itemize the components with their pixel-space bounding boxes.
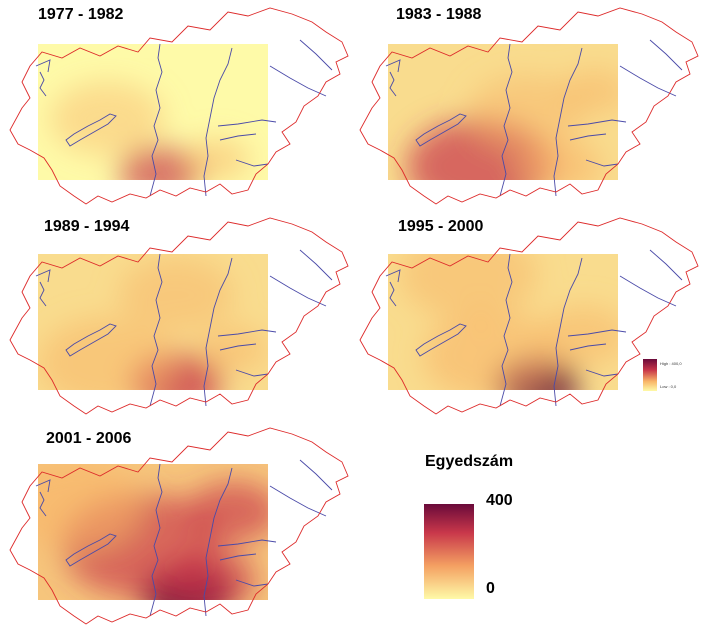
river-line: [219, 133, 257, 141]
density-hotspot: [468, 74, 584, 150]
river-line: [235, 369, 269, 377]
country-border: [9, 7, 349, 205]
density-hotspot: [38, 464, 142, 550]
map-canvas: [9, 7, 349, 205]
density-hotspot: [164, 549, 257, 600]
panel-title: 1983 - 1988: [396, 6, 482, 23]
density-hotspot: [49, 81, 165, 157]
river-line: [619, 275, 677, 307]
map-panel-1995-2000: 1995 - 2000: [350, 210, 706, 422]
river-line: [299, 39, 333, 71]
river-line: [149, 253, 163, 407]
density-raster: [38, 464, 268, 600]
river-line: [567, 119, 627, 127]
river-line: [235, 159, 269, 167]
map-canvas: [9, 217, 349, 415]
river-line: [269, 485, 327, 517]
lake-balaton-outline: [415, 323, 467, 357]
legend-min-label: 0: [486, 580, 495, 597]
river-line: [299, 459, 333, 491]
lake-balaton-outline: [65, 323, 117, 357]
legend-max-label: 400: [486, 492, 513, 509]
panel-title: 1989 - 1994: [44, 218, 130, 235]
density-hotspot: [118, 257, 234, 333]
river-line: [649, 249, 683, 281]
river-line: [235, 579, 269, 587]
map-panel-2001-2006: 2001 - 2006: [0, 420, 356, 632]
mini-legend-ramp: [643, 359, 657, 391]
river-line: [499, 253, 513, 407]
river-line: [499, 43, 513, 197]
river-line: [203, 47, 233, 197]
river-line: [39, 491, 47, 517]
map-panel-1989-1994: 1989 - 1994: [0, 210, 356, 422]
lake-balaton-outline: [65, 113, 117, 147]
density-hotspot: [399, 254, 538, 320]
river-line: [35, 59, 51, 73]
country-border: [359, 217, 699, 415]
map-canvas: [359, 217, 699, 415]
river-line: [269, 275, 327, 307]
panel-title: 1977 - 1982: [38, 6, 124, 23]
river-line: [35, 479, 51, 493]
density-hotspot: [519, 139, 602, 180]
river-line: [269, 65, 327, 97]
mini-legend-low: Low : 0,0: [660, 384, 677, 389]
river-line: [39, 281, 47, 307]
density-hotspot: [118, 146, 202, 180]
legend-title: Egyedszám: [425, 453, 514, 470]
map-canvas: [359, 7, 699, 205]
river-line: [39, 71, 47, 97]
river-line: [203, 467, 233, 617]
river-line: [553, 47, 583, 197]
river-line: [553, 257, 583, 407]
river-line: [585, 159, 619, 167]
river-line: [567, 329, 627, 337]
legend-color-ramp: [424, 504, 474, 599]
river-line: [585, 369, 619, 377]
river-line: [569, 343, 607, 351]
river-line: [649, 39, 683, 71]
density-hotspot: [187, 481, 268, 542]
country-border: [359, 7, 699, 205]
river-line: [619, 65, 677, 97]
river-line: [217, 329, 277, 337]
river-line: [569, 133, 607, 141]
mini-legend-high: High : 400,0: [660, 361, 682, 366]
river-line: [149, 43, 163, 197]
density-hotspot: [38, 317, 176, 390]
river-line: [217, 119, 277, 127]
river-line: [299, 249, 333, 281]
river-line: [389, 71, 397, 97]
country-border: [9, 217, 349, 415]
density-raster: [38, 44, 268, 180]
river-line: [203, 257, 233, 407]
panel-title: 1995 - 2000: [398, 218, 484, 235]
panel-title: 2001 - 2006: [46, 430, 132, 447]
density-raster: [388, 44, 618, 180]
river-line: [217, 539, 277, 547]
river-line: [35, 269, 51, 283]
density-raster: [38, 254, 268, 390]
country-border: [9, 427, 349, 625]
river-line: [219, 343, 257, 351]
density-hotspot: [185, 138, 250, 180]
river-line: [219, 553, 257, 561]
density-hotspot: [537, 305, 618, 366]
river-line: [149, 463, 163, 617]
river-line: [385, 269, 401, 283]
density-raster: [388, 254, 618, 390]
density-hotspot: [422, 311, 561, 390]
lake-balaton-outline: [415, 113, 467, 147]
river-line: [385, 59, 401, 73]
river-line: [389, 281, 397, 307]
density-hotspot: [199, 326, 268, 372]
map-panel-1977-1982: 1977 - 1982: [0, 0, 356, 212]
lake-balaton-outline: [65, 533, 117, 567]
map-canvas: [9, 427, 349, 625]
map-panel-1983-1988: 1983 - 1988: [350, 0, 706, 212]
